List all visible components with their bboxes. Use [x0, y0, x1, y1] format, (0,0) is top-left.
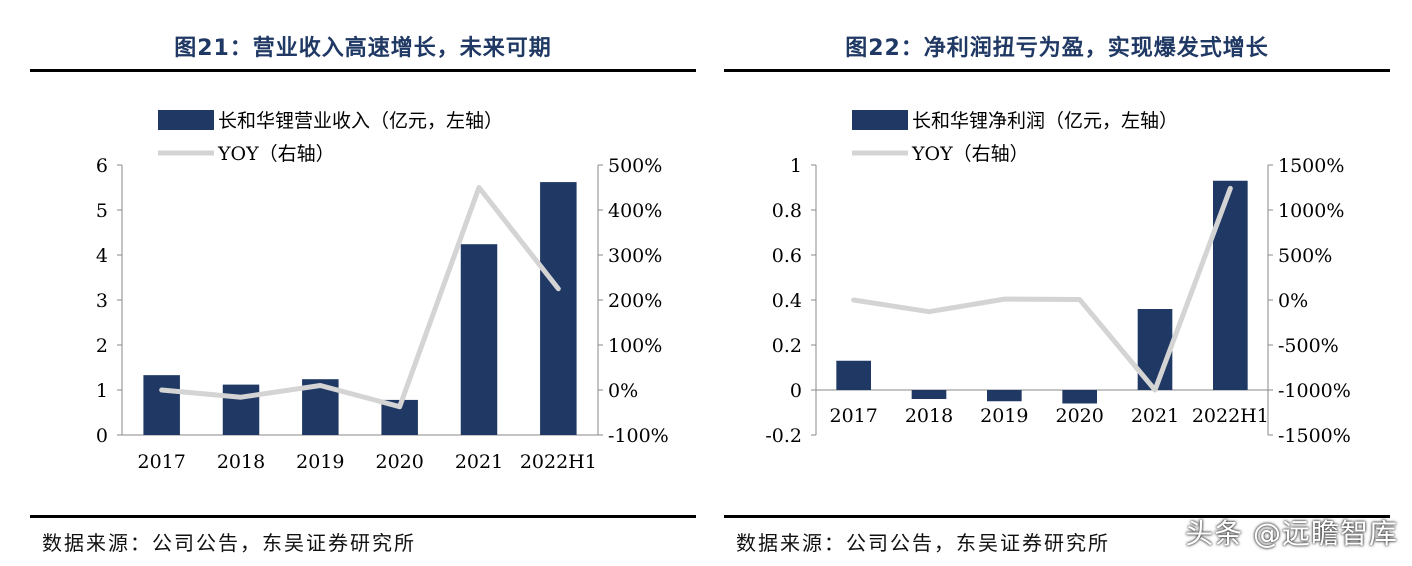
left-tick-label: 2 [96, 335, 108, 357]
right-tick-label: 500% [608, 155, 662, 177]
figure-22-panel: 图22：净利润扭亏为盈，实现爆发式增长 -0.2 0 0.2 0.4 0.6 0.8 1 -1… [724, 0, 1390, 566]
right-tick-label: -100% [608, 425, 669, 447]
left-tick-label: 0.8 [772, 200, 802, 222]
right-tick-label: 100% [608, 335, 662, 357]
left-tick-label: 6 [96, 155, 108, 177]
bar-2018 [222, 384, 260, 435]
bar-2020 [1062, 390, 1097, 404]
yoy-point-2019 [319, 385, 321, 386]
right-tick-label: -1000% [1278, 380, 1351, 402]
category-label: 2021 [1131, 405, 1179, 427]
right-tick-label: 400% [608, 200, 662, 222]
legend-bar-swatch [158, 110, 214, 130]
right-tick-label: 1500% [1278, 155, 1344, 177]
right-tick-label: -1500% [1278, 425, 1351, 447]
category-label: 2020 [375, 451, 423, 473]
bottom-rule [30, 515, 696, 518]
yoy-point-2017 [853, 299, 855, 301]
source-note: 数据来源：公司公告，东吴证券研究所 [42, 531, 416, 555]
yoy-point-2018 [240, 396, 242, 398]
bar-2017 [143, 375, 180, 435]
legend-bar-swatch [852, 110, 908, 130]
left-tick-label: 5 [96, 200, 108, 222]
bar-2021 [460, 244, 498, 435]
left-tick-label: 0 [96, 425, 108, 447]
yoy-point-2020 [1079, 299, 1081, 301]
right-tick-label: 500% [1278, 245, 1332, 267]
left-tick-label: 1 [96, 380, 108, 402]
yoy-line [851, 185, 1233, 393]
bar-2018 [911, 390, 947, 399]
yoy-point-2018 [928, 311, 930, 313]
legend-bar-label: 长和华锂营业收入（亿元，左轴） [218, 110, 503, 132]
yoy-point-2021 [1154, 389, 1156, 391]
top-rule [724, 69, 1390, 72]
left-tick-label: 0.6 [772, 245, 802, 267]
category-label: 2017 [137, 451, 185, 473]
right-tick-label: 0% [608, 380, 638, 402]
source-note: 数据来源：公司公告，东吴证券研究所 [736, 531, 1110, 555]
category-label: 2021 [455, 451, 503, 473]
top-rule [30, 69, 696, 72]
left-tick-label: 0.2 [772, 335, 802, 357]
left-tick-label: 1 [790, 155, 802, 177]
yoy-point-2017 [161, 389, 163, 391]
watermark: 头条 @远瞻智库 [1185, 517, 1398, 550]
left-tick-label: 0 [790, 380, 802, 402]
left-tick-label: 3 [96, 290, 108, 312]
yoy-point-2019 [1003, 298, 1005, 300]
category-label: 2022H1 [1192, 405, 1269, 427]
category-label: 2018 [217, 451, 265, 473]
category-label: 2019 [980, 405, 1028, 427]
bar-2022H1 [1213, 180, 1248, 390]
yoy-point-2021 [478, 187, 480, 188]
legend-line-label: YOY（右轴） [217, 143, 335, 165]
figure-title: 图22：净利润扭亏为盈，实现爆发式增长 [845, 36, 1269, 61]
category-label: 2017 [829, 405, 877, 427]
right-tick-label: -500% [1278, 335, 1339, 357]
yoy-point-2022H1 [1229, 187, 1231, 189]
figure-title: 图21：营业收入高速增长，未来可期 [174, 36, 552, 61]
right-tick-label: 200% [608, 290, 662, 312]
legend-bar-label: 长和华锂净利润（亿元，左轴） [912, 110, 1178, 132]
figure-21-panel: 图21：营业收入高速增长，未来可期 0 1 2 3 4 5 6 -100% 0% 100% 200%… [30, 0, 696, 566]
yoy-point-2022H1 [557, 288, 559, 290]
right-tick-label: 1000% [1278, 200, 1344, 222]
bottom-rule [724, 515, 1390, 518]
bar-2022H1 [540, 182, 577, 435]
category-label: 2018 [905, 405, 953, 427]
net-profit-chart: -0.2 0 0.2 0.4 0.6 0.8 1 -1500% -1000% -500% 0% 500… [765, 110, 1351, 447]
yoy-point-2020 [399, 406, 401, 408]
legend-line-label: YOY（右轴） [911, 143, 1029, 165]
bar-2019 [987, 390, 1022, 402]
left-tick-label: -0.2 [765, 425, 802, 447]
right-tick-label: 0% [1278, 290, 1308, 312]
category-label: 2020 [1055, 405, 1103, 427]
yoy-line [159, 185, 561, 410]
bar-2017 [836, 360, 871, 390]
revenue-chart: 0 1 2 3 4 5 6 -100% 0% 100% 200% 300% 400% 500% 2017 20… [96, 110, 669, 473]
category-label: 2019 [296, 451, 344, 473]
category-label: 2022H1 [520, 451, 597, 473]
left-tick-label: 0.4 [772, 290, 802, 312]
left-tick-label: 4 [96, 245, 108, 267]
right-tick-label: 300% [608, 245, 662, 267]
